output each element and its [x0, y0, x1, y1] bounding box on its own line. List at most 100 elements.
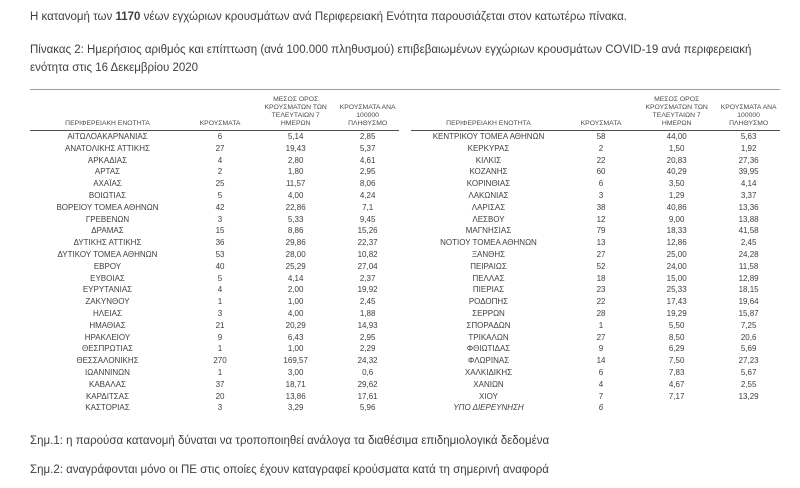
cases-per-100k: 3,37 [740, 190, 757, 200]
avg-7day-cases: 4,67 [668, 379, 685, 389]
cases-count: 36 [215, 238, 225, 248]
table-row: ΒΟΡΕΙΟΥ ΤΟΜΕΑ ΑΘΗΝΩΝ 42 22,86 7,1 [30, 202, 399, 214]
region-name: ΤΡΙΚΑΛΩΝ [468, 332, 509, 342]
table-row: ΗΜΑΘΙΑΣ 21 20,29 14,93 [30, 320, 399, 332]
table-row: ΕΒΡΟΥ 40 25,29 27,04 [30, 261, 399, 273]
avg-7day-cases: 20,29 [285, 320, 306, 330]
region-name: ΘΕΣΠΡΩΤΙΑΣ [81, 344, 133, 354]
table-row: ΝΟΤΙΟΥ ΤΟΜΕΑ ΑΘΗΝΩΝ 13 12,86 2,45 [411, 237, 780, 249]
region-name: ΣΕΡΡΩΝ [472, 308, 505, 318]
table-row: ΔΥΤΙΚΗΣ ΑΤΤΙΚΗΣ 36 29,86 22,37 [30, 237, 399, 249]
cases-count: 27 [596, 249, 606, 259]
table-caption: Πίνακας 2: Ημερήσιος αριθμός και επίπτωσ… [30, 44, 752, 74]
region-name: ΔΥΤΙΚΗΣ ΑΤΤΙΚΗΣ [73, 238, 142, 248]
region-name: ΚΑΡΔΙΤΣΑΣ [85, 391, 130, 401]
table-row: ΠΙΕΡΙΑΣ 23 25,33 18,15 [411, 284, 780, 296]
cases-count: 3 [217, 403, 223, 413]
cases-count: 6 [598, 367, 604, 377]
cases-count: 25 [215, 179, 225, 189]
region-name: ΚΟΡΙΝΘΙΑΣ [466, 179, 511, 189]
region-name: ΚΙΛΚΙΣ [475, 155, 502, 165]
region-name: ΗΜΑΘΙΑΣ [89, 320, 126, 330]
cases-per-100k: 17,61 [357, 391, 378, 401]
cases-table-right: ΠΕΡΙΦΕΡΕΙΑΚΗ ΕΝΟΤΗΤΑ ΚΡΟΥΣΜΑΤΑ ΜΕΣΟΣ ΟΡΟ… [411, 90, 780, 414]
col-header-7day-average: ΜΕΣΟΣ ΟΡΟΣ ΚΡΟΥΣΜΑΤΩΝ ΤΩΝ ΤΕΛΕΥΤΑΙΩΝ 7 Η… [255, 90, 337, 131]
cases-count: 27 [215, 143, 225, 153]
table-row: ΑΡΚΑΔΙΑΣ 4 2,80 4,61 [30, 155, 399, 167]
cases-per-100k: 5,67 [740, 367, 757, 377]
cases-per-100k: 1,88 [359, 308, 376, 318]
cases-count: 6 [598, 179, 604, 189]
cases-per-100k: 18,15 [738, 285, 759, 295]
table-row: ΠΕΙΡΑΙΩΣ 52 24,00 11,58 [411, 261, 780, 273]
region-name: ΝΟΤΙΟΥ ΤΟΜΕΑ ΑΘΗΝΩΝ [440, 238, 537, 248]
cases-per-100k: 15,26 [357, 226, 378, 236]
avg-7day-cases: 4,00 [287, 190, 304, 200]
region-name: ΛΕΣΒΟΥ [472, 214, 505, 224]
cases-count: 2 [598, 143, 604, 153]
avg-7day-cases: 1,00 [287, 344, 304, 354]
cases-per-100k: 2,85 [359, 132, 376, 141]
region-name: ΔΥΤΙΚΟΥ ΤΟΜΕΑ ΑΘΗΝΩΝ [57, 249, 158, 259]
new-cases-count: 1170 [115, 11, 141, 23]
cases-count: 7 [598, 391, 604, 401]
avg-7day-cases: 25,29 [285, 261, 306, 271]
cases-count: 9 [217, 332, 223, 342]
table-row: ΓΡΕΒΕΝΩΝ 3 5,33 9,45 [30, 214, 399, 226]
cases-per-100k: 4,24 [359, 190, 376, 200]
cases-per-100k: 14,93 [357, 320, 378, 330]
avg-7day-cases: 11,57 [285, 179, 306, 189]
avg-7day-cases: 25,00 [666, 249, 687, 259]
cases-per-100k: 19,92 [357, 285, 378, 295]
cases-count: 18 [596, 273, 606, 283]
cases-per-100k: 2,55 [740, 379, 757, 389]
region-name: ΛΑΡΙΣΑΣ [471, 202, 506, 212]
table-header-row: ΠΕΡΙΦΕΡΕΙΑΚΗ ΕΝΟΤΗΤΑ ΚΡΟΥΣΜΑΤΑ ΜΕΣΟΣ ΟΡΟ… [30, 90, 399, 131]
region-name: ΚΕΡΚΥΡΑΣ [467, 143, 510, 153]
table-row: ΧΙΟΥ 7 7,17 13,29 [411, 391, 780, 403]
cases-per-100k: 7,25 [740, 320, 757, 330]
table-row: ΔΥΤΙΚΟΥ ΤΟΜΕΑ ΑΘΗΝΩΝ 53 28,00 10,82 [30, 249, 399, 261]
avg-7day-cases: 5,33 [287, 214, 304, 224]
region-name: ΛΑΚΩΝΙΑΣ [468, 190, 509, 200]
cases-per-100k: 24,28 [738, 249, 759, 259]
region-name: ΞΑΝΘΗΣ [471, 249, 506, 259]
avg-7day-cases: 18,33 [666, 226, 687, 236]
cases-per-100k: 2,95 [359, 332, 376, 342]
avg-7day-cases: 2,80 [287, 155, 304, 165]
cases-per-100k: 20,6 [740, 332, 757, 342]
avg-7day-cases: 18,71 [285, 379, 306, 389]
avg-7day-cases: 7,83 [668, 367, 685, 377]
cases-count: 14 [596, 356, 606, 366]
region-name: ΧΙΟΥ [479, 391, 498, 401]
cases-count: 42 [215, 202, 225, 212]
cases-per-100k: 9,45 [359, 214, 376, 224]
cases-count: 28 [596, 308, 606, 318]
cases-per-100k: 5,63 [740, 132, 757, 141]
avg-7day-cases: 40,29 [666, 167, 687, 177]
table-row: ΖΑΚΥΝΘΟΥ 1 1,00 2,45 [30, 296, 399, 308]
cases-count: 12 [596, 214, 606, 224]
avg-7day-cases: 169,57 [283, 356, 308, 366]
cases-count: 5 [217, 273, 223, 283]
cases-count: 60 [596, 167, 606, 177]
table-row: ΘΕΣΠΡΩΤΙΑΣ 1 1,00 2,29 [30, 343, 399, 355]
table-row: ΕΥΡΥΤΑΝΙΑΣ 4 2,00 19,92 [30, 284, 399, 296]
cases-per-100k: 4,61 [359, 155, 376, 165]
table-row: ΛΑΚΩΝΙΑΣ 3 1,29 3,37 [411, 190, 780, 202]
cases-count: 52 [596, 261, 606, 271]
cases-count: 6 [598, 403, 604, 413]
cases-per-100k: 22,37 [357, 238, 378, 248]
region-name: ΔΡΑΜΑΣ [91, 226, 124, 236]
cases-count: 3 [598, 190, 604, 200]
avg-7day-cases: 5,50 [668, 320, 685, 330]
region-name: ΚΑΣΤΟΡΙΑΣ [85, 403, 130, 413]
cases-count: 20 [215, 391, 225, 401]
table-row: ΚΟΡΙΝΘΙΑΣ 6 3,50 4,14 [411, 178, 780, 190]
table-row: ΣΕΡΡΩΝ 28 19,29 15,87 [411, 308, 780, 320]
cases-per-100k: 41,58 [738, 226, 759, 236]
cases-per-100k: 13,88 [738, 214, 759, 224]
region-name: ΕΒΡΟΥ [93, 261, 122, 271]
region-name: ΧΑΛΚΙΔΙΚΗΣ [464, 367, 513, 377]
